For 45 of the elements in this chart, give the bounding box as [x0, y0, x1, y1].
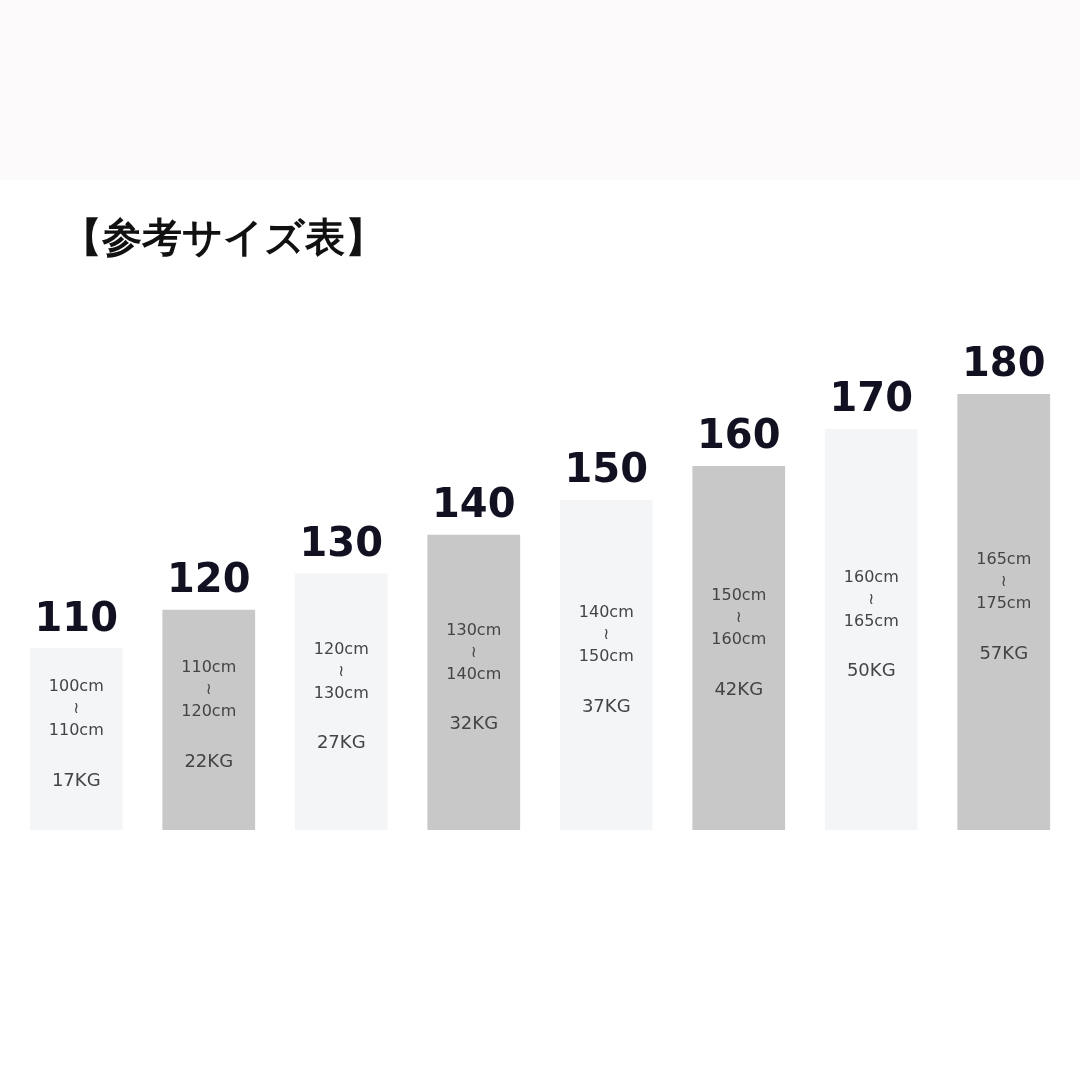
annotation: 175cm [976, 593, 1032, 613]
x-tick-label: 140 [432, 480, 516, 527]
annotation: ≀ [603, 624, 610, 644]
chart-title: 【参考サイズ表】 [62, 213, 385, 262]
annotation: 110cm [48, 720, 104, 740]
bar [162, 609, 256, 830]
annotation: 150cm [578, 646, 634, 666]
annotation: 110cm [181, 657, 237, 677]
annotation: 120cm [313, 638, 369, 658]
annotation: 140cm [578, 602, 634, 622]
x-tick-label: 160 [697, 411, 781, 458]
x-tick-label: 170 [829, 374, 913, 421]
annotation: 57KG [979, 641, 1029, 663]
annotation: ≀ [470, 641, 477, 661]
annotation: 140cm [446, 663, 502, 683]
annotation: 160cm [843, 566, 899, 586]
annotation: 130cm [446, 619, 502, 639]
annotation: 130cm [313, 682, 369, 702]
annotation: 50KG [846, 659, 896, 681]
annotation: 37KG [581, 694, 631, 716]
annotation: 100cm [48, 676, 104, 696]
annotation: 27KG [316, 731, 366, 753]
x-tick-label: 130 [299, 518, 383, 565]
x-tick-label: 150 [564, 445, 648, 492]
annotation: 32KG [449, 712, 499, 734]
annotation: ≀ [868, 588, 875, 608]
annotation: ≀ [205, 679, 212, 699]
bar [427, 534, 521, 830]
annotation: 165cm [976, 549, 1032, 569]
annotation: 150cm [711, 585, 767, 605]
annotation: 17KG [51, 768, 101, 790]
annotation: ≀ [1000, 571, 1007, 591]
annotation: 160cm [711, 629, 767, 649]
annotation: ≀ [338, 660, 345, 680]
x-tick-label: 110 [34, 593, 118, 640]
annotation: ≀ [735, 607, 742, 627]
x-tick-label: 120 [167, 555, 251, 602]
annotation: 42KG [714, 677, 764, 699]
x-tick-label: 180 [962, 339, 1046, 386]
annotation: 22KG [184, 749, 234, 771]
bar [957, 394, 1051, 830]
bar [692, 465, 786, 830]
annotation: 120cm [181, 701, 237, 721]
annotation: 165cm [843, 610, 899, 630]
annotation: ≀ [73, 698, 80, 718]
